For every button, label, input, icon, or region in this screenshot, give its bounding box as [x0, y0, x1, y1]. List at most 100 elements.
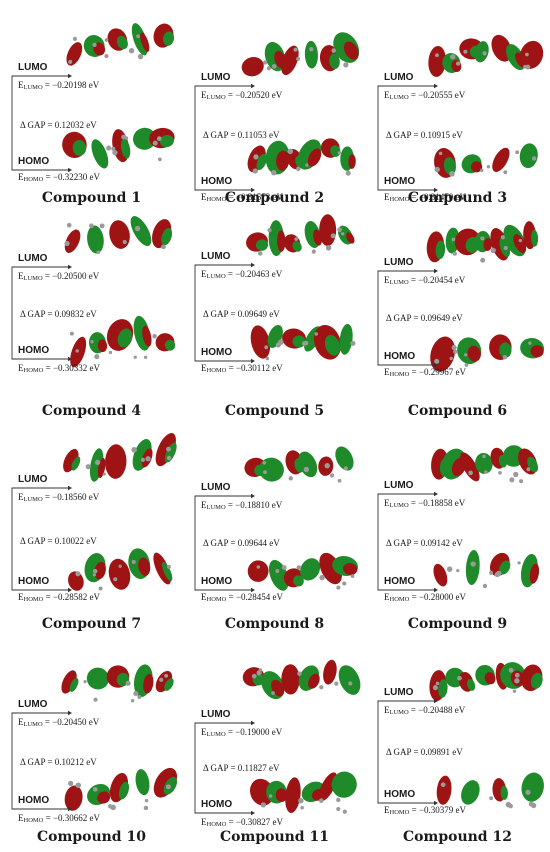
atom-sphere [166, 564, 171, 569]
compound-panel-8: LUMO ELUMO = −0.18810 eV Δ GAP = 0.09644… [183, 426, 366, 639]
lumo-orbital-image [246, 214, 355, 257]
atom-sphere [525, 789, 531, 795]
atom-sphere [513, 471, 519, 478]
atom-sphere [118, 564, 122, 568]
orbital-lobe [97, 339, 108, 353]
atom-sphere [350, 340, 356, 346]
lumo-orbital-image [66, 23, 175, 66]
homo-orbital-image [247, 138, 356, 176]
lumo-energy-value: = −0.20450 eV [42, 717, 100, 727]
orbital-lobe [438, 679, 448, 698]
homo-orbital-image [434, 143, 538, 178]
orbital-lobe [308, 673, 320, 689]
orbital-lobe [86, 667, 109, 690]
atom-sphere [94, 459, 101, 466]
orbital-diagram [377, 445, 540, 593]
homo-arrowhead [251, 810, 255, 816]
atom-sphere [106, 145, 112, 151]
lumo-orbital-image [242, 659, 361, 700]
orbital-lobe [142, 325, 152, 347]
atom-sphere [137, 53, 144, 60]
orbital-lobe [331, 771, 357, 798]
atom-sphere [296, 565, 302, 570]
compound-panel-11: LUMO ELUMO = −0.19000 eV Δ GAP = 0.11827… [183, 639, 366, 852]
atom-sphere [133, 690, 139, 697]
lumo-arrowhead [434, 491, 438, 497]
atom-sphere [496, 570, 502, 577]
energy-symbol: E [201, 90, 207, 100]
orbital-lobe [97, 791, 111, 804]
atom-sphere [455, 61, 461, 66]
orbital-lobe [64, 229, 81, 253]
atom-sphere [83, 680, 87, 684]
atom-sphere [434, 358, 440, 364]
orbital-lobe [61, 670, 77, 694]
atom-sphere [277, 339, 284, 345]
orbital-lobe [164, 678, 174, 691]
orbital-lobe [117, 328, 133, 348]
homo-arrowhead [434, 800, 438, 806]
atom-sphere [164, 673, 169, 678]
homo-label: HOMO [18, 795, 50, 806]
atom-sphere [503, 170, 508, 175]
atom-sphere [500, 235, 505, 240]
orbital-lobe [323, 659, 337, 685]
homo-label: HOMO [384, 176, 416, 187]
atom-sphere [453, 349, 458, 354]
atom-sphere [275, 568, 280, 573]
atom-sphere [319, 574, 325, 581]
homo-label: HOMO [201, 576, 233, 587]
atom-sphere [68, 59, 73, 64]
atom-sphere [93, 697, 98, 702]
atom-sphere [300, 806, 304, 810]
atom-sphere [324, 462, 330, 469]
energy-symbol: E [201, 592, 207, 602]
atom-sphere [336, 585, 341, 590]
atom-sphere [140, 457, 146, 462]
energy-symbol: E [18, 172, 24, 182]
homo-arrowhead [251, 187, 255, 193]
lumo-orbital-image [431, 445, 539, 484]
gap-value: Δ GAP = 0.09142 eV [386, 538, 463, 548]
lumo-energy: ELUMO = −0.18560 eV [18, 492, 99, 503]
homo-label: HOMO [201, 347, 233, 358]
gap-value: Δ GAP = 0.10022 eV [20, 536, 97, 546]
lumo-energy: ELUMO = −0.19000 eV [201, 727, 282, 738]
atom-sphere [464, 363, 469, 367]
atom-sphere [343, 466, 348, 471]
gap-bracket-line [11, 712, 68, 810]
homo-subscript: HOMO [23, 176, 44, 183]
orbital-lobe [531, 229, 539, 247]
atom-sphere [104, 38, 109, 42]
orbital-lobe [164, 339, 176, 351]
lumo-energy: ELUMO = −0.18858 eV [384, 498, 465, 509]
atom-sphere [508, 667, 514, 673]
atom-sphere [264, 345, 269, 350]
energy-symbol: E [201, 727, 207, 737]
orbital-lobe [474, 41, 489, 63]
atom-sphere [260, 802, 267, 808]
orbital-lobe [483, 238, 493, 251]
atom-sphere [309, 46, 314, 52]
orbital-diagram [377, 662, 544, 809]
compound-panel-12: LUMO ELUMO = −0.20488 eV Δ GAP = 0.09891… [366, 639, 549, 852]
atom-sphere [482, 454, 486, 459]
atom-sphere [318, 798, 324, 803]
homo-subscript: HOMO [206, 596, 227, 603]
compound-panel-4: LUMO ELUMO = −0.20500 eV Δ GAP = 0.09832… [0, 213, 183, 426]
orbital-lobe [475, 452, 493, 474]
gap-value: Δ GAP = 0.11827 eV [203, 763, 280, 773]
orbital-lobe [68, 571, 84, 591]
atom-sphere [528, 801, 534, 807]
orbital-lobe [130, 216, 152, 247]
atom-sphere [128, 48, 135, 54]
orbital-lobe [348, 154, 356, 169]
homo-orbital-image [247, 552, 359, 591]
homo-arrowhead [251, 358, 255, 364]
atom-sphere [435, 53, 439, 58]
atom-sphere [337, 478, 342, 483]
atom-sphere [486, 165, 491, 169]
energy-symbol: E [18, 271, 24, 281]
gap-value: Δ GAP = 0.12032 eV [20, 120, 97, 130]
atom-sphere [111, 146, 116, 151]
